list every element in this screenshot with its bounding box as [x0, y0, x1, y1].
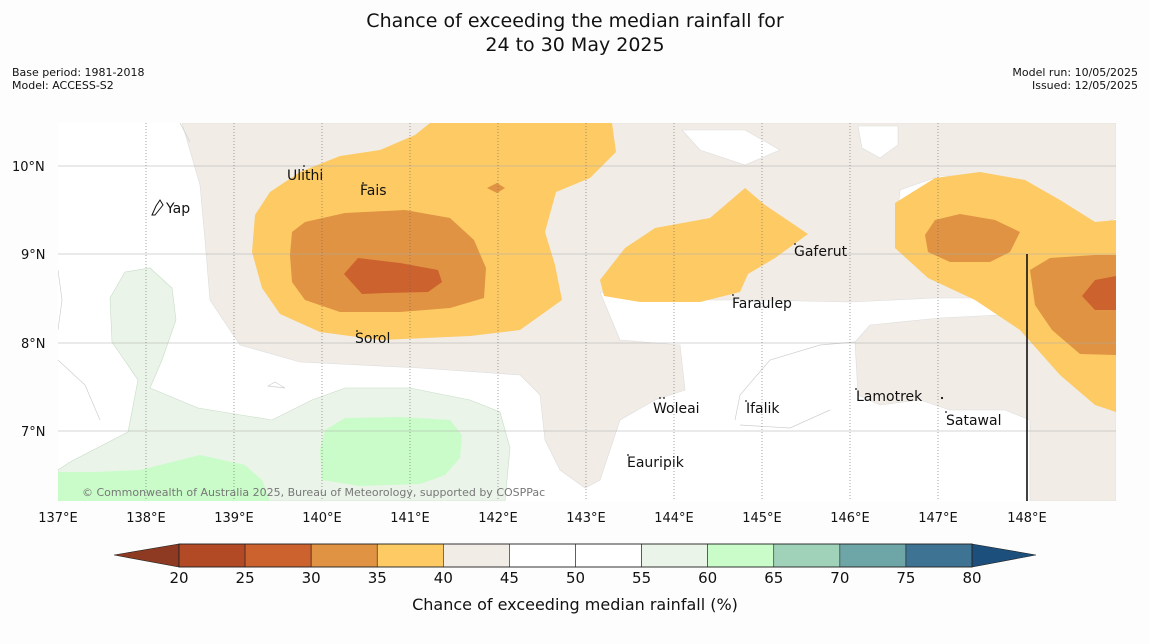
colorbar-tick-label: 70 [830, 569, 849, 587]
lon-tick-label: 141°E [390, 511, 430, 526]
place-label-gaferut: Gaferut [794, 244, 848, 260]
lat-tick-labels: 10°N 9°N 8°N 7°N [12, 160, 46, 440]
colorbar-cell [707, 543, 775, 568]
colorbar-tick-label: 20 [169, 569, 188, 587]
copyright-credit: © Commonwealth of Australia 2025, Bureau… [82, 486, 545, 499]
colorbar: 20 25 30 35 40 45 50 55 60 65 70 75 80 Chance of exc… [113, 543, 1037, 614]
lat-tick-label: 8°N [21, 337, 46, 352]
meridian-lines [145, 123, 939, 501]
contour-hole-north [857, 125, 899, 159]
model-run-text: Model run: 10/05/2025 [1012, 66, 1138, 79]
colorbar-tick-label: 25 [236, 569, 255, 587]
contour-60-65-east [320, 417, 462, 486]
base-model-info: Base period: 1981-2018 Model: ACCESS-S2 [12, 66, 144, 92]
grid-lines [58, 165, 1116, 432]
contour-30-35-west [290, 210, 486, 312]
map-title-line-2: 24 to 30 May 2025 [485, 34, 665, 56]
lon-tick-label: 138°E [126, 511, 166, 526]
colorbar-cell [310, 543, 378, 568]
yap-island-shape [151, 199, 164, 216]
colorbar-tick-label: 30 [302, 569, 321, 587]
contour-60-65-west [58, 455, 270, 501]
colorbar-cell [641, 543, 708, 568]
colorbar-cell [773, 543, 841, 568]
colorbar-tick-label: 45 [500, 569, 519, 587]
colorbar-tick-label: 60 [698, 569, 717, 587]
lat-tick-label: 7°N [21, 425, 46, 440]
colorbar-cell [575, 543, 642, 568]
colorbar-under-arrow [113, 543, 180, 568]
colorbar-cell [509, 543, 576, 568]
colorbar-tick-label: 35 [368, 569, 387, 587]
lon-tick-label: 147°E [918, 511, 958, 526]
place-label-satawal: Satawal [946, 413, 1001, 429]
lon-tick-label: 139°E [214, 511, 254, 526]
contour-30-35-east-a [925, 214, 1020, 262]
colorbar-tick-label: 55 [632, 569, 651, 587]
colorbar-tick-label: 50 [566, 569, 585, 587]
contour-35-40-central [600, 188, 808, 302]
place-label-faraulep: Faraulep [732, 296, 792, 312]
place-label-ifalik: Ifalik [746, 401, 780, 417]
contour-hole-east [681, 129, 781, 166]
contour-25-30-east [1082, 276, 1116, 310]
colorbar-cells [178, 543, 973, 568]
colorbar-over-arrow [971, 543, 1037, 568]
lon-tick-label: 146°E [830, 511, 870, 526]
colorbar-cell [178, 543, 246, 568]
place-label-lamotrek: Lamotrek [856, 389, 923, 405]
colorbar-tick-label: 40 [434, 569, 453, 587]
place-label-ulithi: Ulithi [287, 168, 323, 184]
lon-tick-label: 140°E [302, 511, 342, 526]
contour-30-35-spot [487, 183, 505, 193]
place-label-sorol: Sorol [355, 331, 390, 347]
lon-tick-labels: 137°E 138°E 139°E 140°E 141°E 142°E 143°… [38, 511, 1047, 526]
lon-tick-label: 143°E [566, 511, 606, 526]
place-label-fais: Fais [360, 183, 387, 199]
colorbar-tick-label: 80 [962, 569, 981, 587]
place-label-yap: Yap [165, 201, 190, 217]
colorbar-cell [244, 543, 312, 568]
lat-tick-label: 10°N [12, 160, 45, 175]
colorbar-tick-label: 75 [896, 569, 915, 587]
lon-tick-label: 137°E [38, 511, 78, 526]
lon-tick-label: 144°E [654, 511, 694, 526]
colorbar-cell [376, 543, 444, 568]
colorbar-cell [443, 543, 510, 568]
run-issued-info: Model run: 10/05/2025 Issued: 12/05/2025 [1012, 66, 1138, 92]
issued-text: Issued: 12/05/2025 [1031, 79, 1138, 92]
colorbar-cell [905, 543, 973, 568]
colorbar-cell [839, 543, 907, 568]
colorbar-tick-label: 65 [764, 569, 783, 587]
map-plot-area: Yap Ulithi Fais Gaferut Faraulep Sorol W… [58, 123, 1116, 501]
lon-tick-label: 142°E [478, 511, 518, 526]
base-period-text: Base period: 1981-2018 [12, 66, 145, 79]
contour-30-35-east-b [1030, 255, 1116, 355]
contour-25-30-west [344, 258, 442, 294]
colorbar-frame [178, 543, 973, 568]
lon-tick-label: 145°E [742, 511, 782, 526]
map-title-line-1: Chance of exceeding the median rainfall … [366, 10, 784, 32]
contour-line-west [58, 269, 286, 421]
lat-tick-label: 9°N [21, 248, 46, 263]
contour-line-central [179, 123, 856, 429]
place-markers [303, 165, 947, 456]
lon-tick-label: 148°E [1007, 511, 1047, 526]
colorbar-labels: 20 25 30 35 40 45 50 55 60 65 70 75 80 [169, 569, 981, 587]
place-label-eauripik: Eauripik [627, 455, 685, 471]
place-label-woleai: Woleai [653, 401, 700, 417]
model-name-text: Model: ACCESS-S2 [12, 79, 114, 92]
colorbar-title: Chance of exceeding median rainfall (%) [412, 595, 738, 614]
